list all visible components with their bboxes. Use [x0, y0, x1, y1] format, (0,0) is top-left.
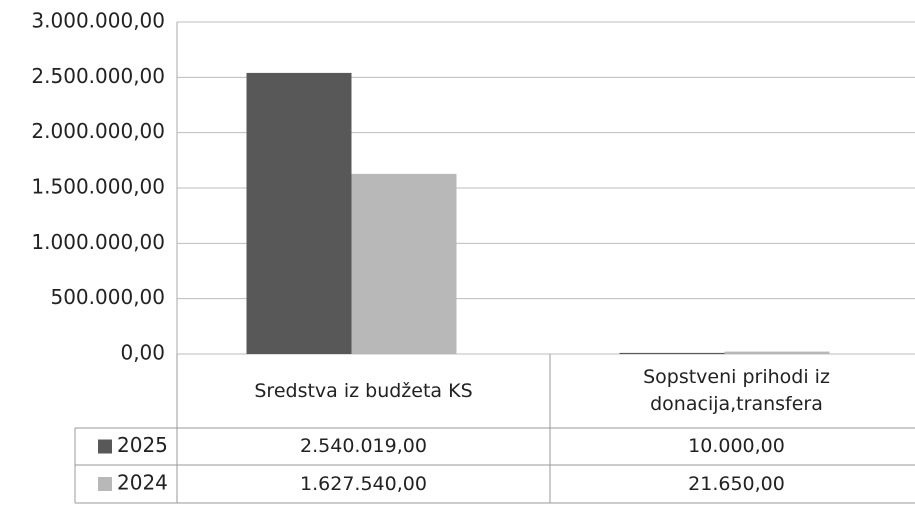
y-tick-label: 0,00 — [120, 341, 165, 365]
table-value: 1.627.540,00 — [300, 472, 427, 495]
y-tick-label: 500.000,00 — [50, 285, 165, 309]
table-value: 10.000,00 — [688, 435, 785, 458]
legend-label: 2025 — [117, 433, 168, 457]
y-tick-label: 1.500.000,00 — [31, 175, 165, 199]
table-value: 21.650,00 — [688, 472, 785, 495]
legend-label: 2024 — [117, 471, 168, 495]
bar — [246, 72, 352, 354]
legend-key — [98, 477, 112, 491]
y-tick-label: 3.000.000,00 — [31, 9, 165, 33]
category-label: Sredstva iz budžeta KS — [254, 379, 473, 402]
category-label: Sopstveni prihodi iz donacija,transfera — [643, 366, 830, 415]
legend-key — [98, 439, 112, 454]
table-value: 2.540.019,00 — [300, 435, 427, 458]
y-tick-label: 2.000.000,00 — [31, 119, 165, 143]
bar — [619, 352, 725, 354]
bar — [351, 173, 457, 354]
y-tick-label: 2.500.000,00 — [31, 64, 165, 88]
bar — [724, 351, 830, 354]
y-tick-label: 1.000.000,00 — [31, 230, 165, 254]
